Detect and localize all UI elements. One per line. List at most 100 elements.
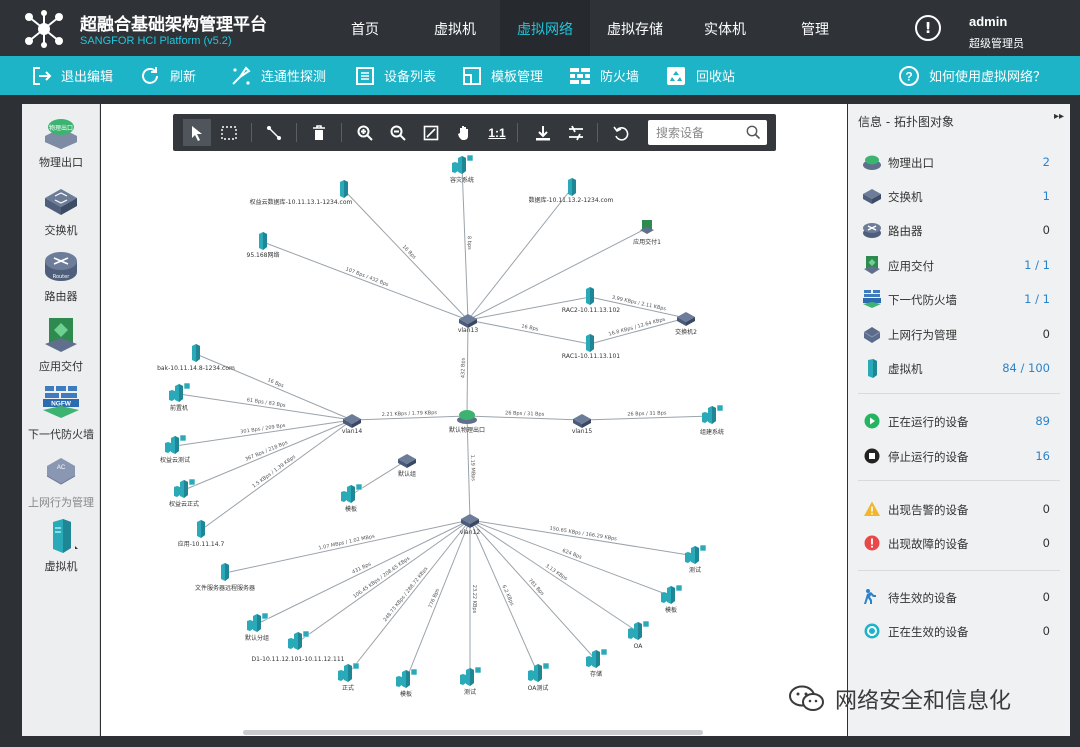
device-list-button[interactable]: 设备列表: [355, 56, 436, 95]
topology-node-n3[interactable]: [568, 178, 576, 196]
topology-link[interactable]: [351, 415, 468, 421]
nav-vm[interactable]: 虚拟机: [434, 22, 476, 38]
topology-link[interactable]: [405, 519, 471, 681]
count-vm[interactable]: 虚拟机 84 / 100: [862, 358, 1062, 378]
nav-physical-host[interactable]: 实体机: [704, 22, 746, 38]
topology-link[interactable]: [467, 227, 648, 321]
topology-link[interactable]: [581, 415, 713, 421]
select-tool[interactable]: [183, 119, 211, 146]
topology-link[interactable]: [200, 419, 353, 531]
topology-link[interactable]: [466, 415, 471, 521]
topology-link[interactable]: [467, 296, 591, 321]
topology-link[interactable]: [461, 165, 469, 321]
topology-link[interactable]: [174, 419, 353, 447]
status-applying[interactable]: 正在生效的设备 0: [862, 621, 1062, 641]
topology-link[interactable]: [347, 519, 471, 675]
topology-link[interactable]: [183, 419, 353, 491]
device-search[interactable]: [648, 120, 767, 145]
topology-link[interactable]: [256, 519, 471, 625]
topology-link[interactable]: [469, 519, 597, 661]
status-running[interactable]: 正在运行的设备 89: [862, 411, 1062, 431]
topology-link[interactable]: [589, 317, 687, 345]
topology-link[interactable]: [466, 319, 469, 417]
topology-node-n14[interactable]: [702, 404, 724, 424]
fit-screen-tool[interactable]: [417, 119, 445, 146]
topology-link[interactable]: [466, 415, 583, 421]
topology-link[interactable]: [469, 519, 696, 557]
alert-icon[interactable]: !: [915, 15, 941, 41]
help-link[interactable]: ? 如何使用虚拟网络？: [898, 56, 1046, 95]
topology-node-def_net[interactable]: [398, 454, 416, 468]
zoom-in-tool[interactable]: [351, 119, 379, 146]
topology-node-n17[interactable]: [288, 630, 310, 650]
device-search-input[interactable]: [648, 120, 740, 145]
status-fault[interactable]: 出现故障的设备 0: [862, 533, 1062, 553]
count-physical-exit[interactable]: 物理出口 2: [862, 152, 1062, 172]
topology-link[interactable]: [469, 519, 639, 633]
nav-virtual-storage[interactable]: 虚拟存储: [607, 22, 663, 38]
topology-link[interactable]: [224, 519, 471, 574]
nav-home[interactable]: 首页: [351, 22, 379, 38]
topology-node-vlan14[interactable]: [343, 414, 361, 428]
palette-ngfw[interactable]: NGFW 下一代防火墙: [22, 384, 100, 442]
topology-node-vlan15[interactable]: [573, 414, 591, 428]
topology-link[interactable]: [589, 296, 687, 319]
topology-link[interactable]: [195, 353, 353, 421]
count-ngfw[interactable]: 下一代防火墙 1 / 1: [862, 289, 1062, 309]
topology-node-n25[interactable]: [685, 544, 707, 564]
topology-link[interactable]: [467, 187, 573, 321]
undo-tool[interactable]: [607, 119, 635, 146]
topology-node-n5[interactable]: [259, 232, 267, 250]
box-select-tool[interactable]: [215, 119, 243, 146]
firewall-button[interactable]: 防火墙: [569, 56, 639, 95]
topology-node-n4[interactable]: [640, 220, 654, 234]
topology-node-n6[interactable]: [586, 287, 594, 305]
palette-app-delivery[interactable]: 应用交付: [22, 316, 100, 374]
connectivity-probe-button[interactable]: 连通性探测: [230, 56, 326, 95]
actual-size-tool[interactable]: 1:1: [483, 119, 511, 146]
search-icon[interactable]: [746, 125, 761, 140]
horizontal-scrollbar[interactable]: [243, 730, 703, 735]
topology-link[interactable]: [469, 519, 539, 675]
user-name[interactable]: admin: [969, 14, 1008, 29]
topology-node-n1[interactable]: [452, 154, 474, 174]
topology-node-exit[interactable]: [457, 410, 477, 424]
topology-node-n13[interactable]: [341, 483, 363, 503]
topology-node-n24[interactable]: [661, 584, 683, 604]
topology-node-sw2[interactable]: [677, 312, 695, 326]
topology-link[interactable]: [343, 189, 469, 321]
topology-node-n19[interactable]: [396, 668, 418, 688]
export-tool[interactable]: [529, 119, 557, 146]
palette-router[interactable]: Router 路由器: [22, 250, 100, 304]
topology-node-n22[interactable]: [586, 648, 608, 668]
topology-node-vlan13[interactable]: [459, 314, 477, 328]
count-behavior-mgmt[interactable]: 上网行为管理 0: [862, 324, 1062, 344]
topology-node-n18[interactable]: [338, 662, 360, 682]
collapse-panel-icon[interactable]: ▸▸: [1054, 111, 1065, 122]
topology-link[interactable]: [262, 241, 469, 321]
topology-link[interactable]: [469, 519, 672, 597]
nav-management[interactable]: 管理: [801, 22, 829, 38]
topology-node-n23[interactable]: [628, 620, 650, 640]
count-app-delivery[interactable]: 应用交付 1 / 1: [862, 255, 1062, 275]
count-switch[interactable]: 交换机 1: [862, 186, 1062, 206]
status-stopped[interactable]: 停止运行的设备 16: [862, 446, 1062, 466]
topology-node-n7[interactable]: [586, 334, 594, 352]
count-router[interactable]: 路由器 0: [862, 220, 1062, 240]
zoom-out-tool[interactable]: [384, 119, 412, 146]
palette-vm[interactable]: 虚拟机: [22, 518, 100, 574]
topology-canvas[interactable]: 8 bps 16 Bps 107 Bps / 432 Bps 16 Bps 3.99 K…: [101, 104, 847, 736]
refresh-button[interactable]: 刷新: [139, 56, 196, 95]
topology-node-n9[interactable]: [169, 382, 191, 402]
topology-node-n21[interactable]: [528, 662, 550, 682]
topology-node-n11[interactable]: [174, 478, 196, 498]
topology-node-n2[interactable]: [340, 180, 348, 198]
topology-node-n15[interactable]: [221, 563, 229, 581]
recycle-bin-button[interactable]: 回收站: [665, 56, 735, 95]
pan-tool[interactable]: [450, 119, 478, 146]
topology-node-n20[interactable]: [460, 666, 482, 686]
status-warning[interactable]: 出现告警的设备 0: [862, 499, 1062, 519]
topology-link[interactable]: [178, 393, 353, 421]
exit-edit-button[interactable]: 退出编辑: [32, 56, 113, 95]
